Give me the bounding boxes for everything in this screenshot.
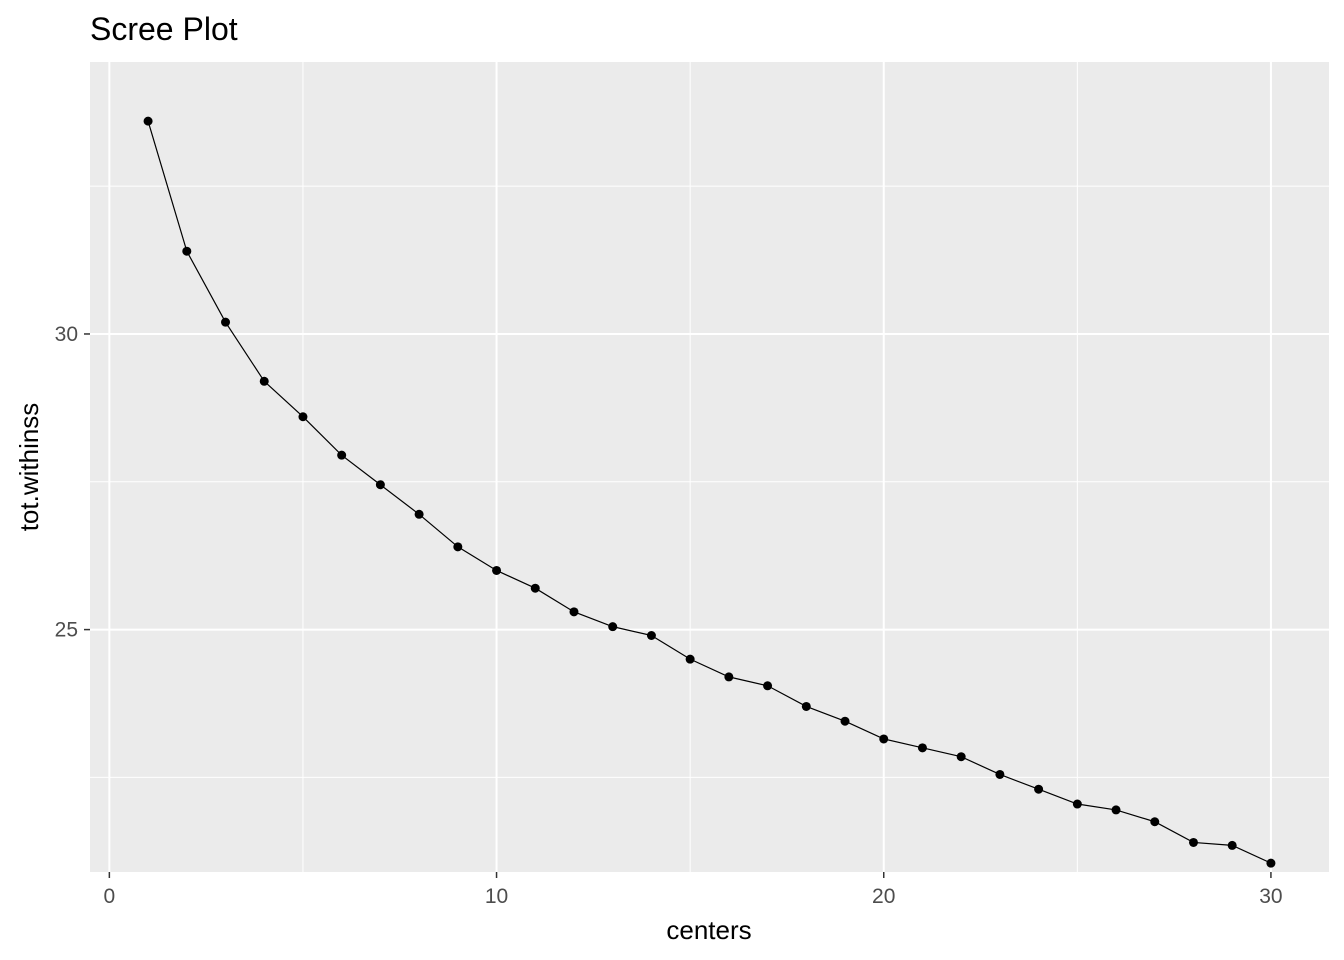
data-point	[492, 565, 502, 575]
y-axis: 25 30	[55, 323, 90, 642]
series-line	[147, 120, 1272, 864]
x-tick-label: 20	[872, 885, 895, 908]
x-tick-label: 0	[104, 885, 116, 908]
x-axis: 0 10 20 30	[104, 872, 1283, 908]
data-point	[298, 412, 308, 422]
data-point	[414, 509, 424, 519]
data-point	[801, 701, 811, 711]
data-point	[1072, 799, 1082, 809]
x-tick-label: 30	[1259, 885, 1282, 908]
data-point	[259, 376, 269, 386]
data-point	[763, 681, 773, 691]
grid-minor	[90, 62, 1329, 872]
y-tick-label: 30	[55, 323, 78, 346]
data-point	[840, 716, 850, 726]
data-point	[646, 631, 656, 641]
series-group	[143, 116, 1276, 868]
data-point	[685, 654, 695, 664]
data-point	[1150, 817, 1160, 827]
chart-title: Scree Plot	[90, 11, 238, 47]
data-point	[530, 583, 540, 593]
data-point	[1266, 858, 1276, 868]
y-tick-label: 25	[55, 619, 78, 642]
data-point	[1227, 840, 1237, 850]
data-point	[143, 116, 153, 126]
y-axis-title: tot.withinss	[14, 403, 44, 532]
data-point	[917, 743, 927, 753]
data-point	[1111, 805, 1121, 815]
data-point	[879, 734, 889, 744]
data-point	[995, 769, 1005, 779]
data-point	[569, 607, 579, 617]
data-point	[956, 752, 966, 762]
data-point	[453, 542, 463, 552]
data-point	[221, 317, 231, 327]
plot-panel	[90, 62, 1329, 872]
data-point	[337, 450, 347, 460]
data-point	[182, 246, 192, 256]
x-tick-label: 10	[485, 885, 508, 908]
data-point	[608, 622, 618, 632]
data-point	[724, 672, 734, 682]
data-point	[1188, 837, 1198, 847]
data-point	[1034, 784, 1044, 794]
data-point	[375, 480, 385, 490]
x-axis-title: centers	[666, 915, 751, 945]
